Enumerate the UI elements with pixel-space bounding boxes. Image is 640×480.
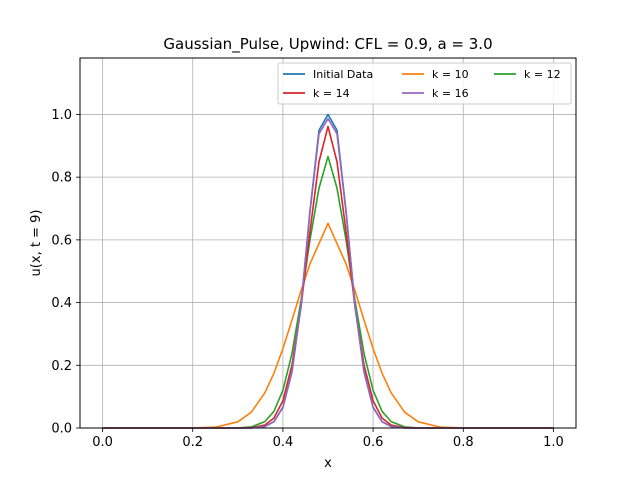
y-tick-label: 0.2 — [51, 359, 72, 374]
y-tick-label: 0.0 — [51, 422, 72, 437]
chart-title: Gaussian_Pulse, Upwind: CFL = 0.9, a = 3… — [163, 35, 492, 54]
plot-frame — [79, 57, 577, 429]
x-tick-label: 0.4 — [273, 435, 294, 450]
x-tick-label: 0.2 — [182, 435, 203, 450]
x-axis-label: x — [324, 456, 332, 471]
y-tick-label: 0.6 — [51, 233, 72, 248]
legend-label: k = 10 — [432, 68, 469, 81]
x-tick-label: 0.6 — [363, 435, 384, 450]
x-tick-label: 0.0 — [92, 435, 113, 450]
x-tick-label: 0.8 — [453, 435, 474, 450]
legend-label: k = 16 — [432, 87, 469, 100]
grid — [80, 58, 576, 429]
legend: Initial Data k = 10 k = 12 k = 14 k = 16 — [277, 62, 572, 105]
y-tick-label: 1.0 — [51, 108, 72, 123]
legend-label: Initial Data — [313, 68, 373, 81]
y-axis-label: u(x, t = 9) — [29, 210, 44, 277]
axis-ticks: 0.0 0.2 0.4 0.6 0.8 1.0 0.0 0.2 0.4 0.6 0.8 1.0 — [51, 108, 563, 450]
x-tick-label: 1.0 — [543, 435, 564, 450]
legend-label: k = 12 — [524, 68, 561, 81]
legend-label: k = 14 — [313, 87, 350, 100]
y-tick-label: 0.8 — [51, 171, 72, 186]
y-tick-label: 0.4 — [51, 296, 72, 311]
